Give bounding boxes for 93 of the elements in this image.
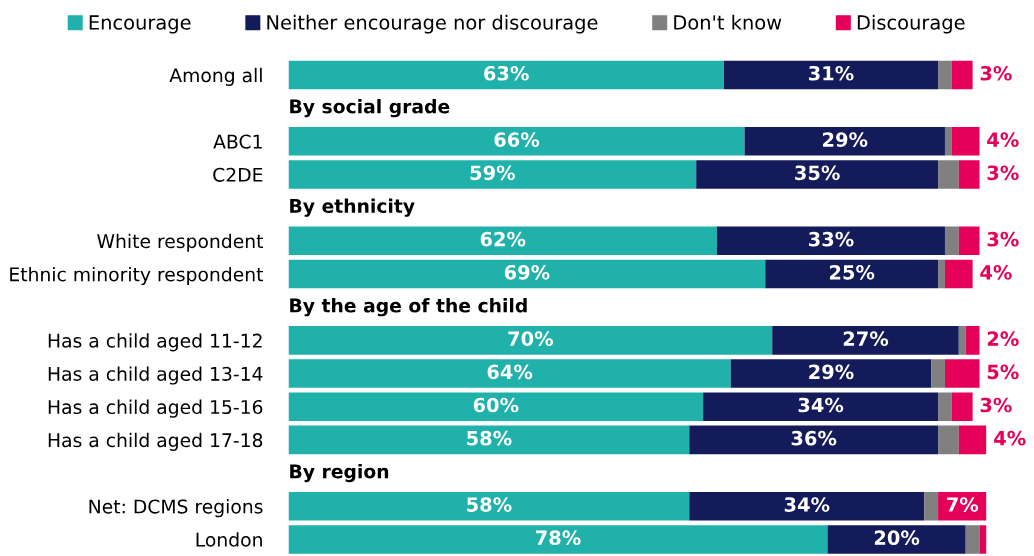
- data-label: 58%: [467, 430, 512, 446]
- bar: [288, 359, 731, 388]
- data-label: 66%: [494, 132, 540, 147]
- y-tick-label: Has a child aged 11-12: [48, 333, 262, 352]
- data-label: 3%: [987, 231, 1019, 247]
- bar: [689, 491, 925, 521]
- bar: [765, 259, 939, 289]
- bar: [965, 525, 980, 554]
- legend-label: Discourage: [857, 14, 965, 34]
- data-label: 36%: [791, 430, 837, 446]
- y-tick-label: London: [196, 532, 262, 547]
- y-tick-label: By ethnicity: [290, 198, 415, 217]
- bar: [944, 259, 973, 289]
- bar: [288, 259, 766, 289]
- bar: [931, 359, 945, 388]
- data-label: 3%: [980, 397, 1012, 413]
- data-label: 25%: [829, 264, 875, 280]
- bar: [951, 392, 973, 421]
- data-label: 69%: [504, 264, 550, 280]
- y-tick-label: C2DE: [213, 167, 263, 182]
- bar: [288, 226, 717, 256]
- bar: [716, 226, 945, 256]
- data-label: 7%: [947, 497, 979, 512]
- data-label: 62%: [480, 231, 526, 247]
- data-label: 33%: [808, 231, 854, 247]
- bar: [730, 359, 932, 388]
- data-label: 34%: [784, 497, 830, 512]
- bar: [938, 392, 952, 421]
- bar: [938, 160, 959, 189]
- data-label: 5%: [987, 364, 1019, 380]
- data-label: 27%: [843, 331, 889, 347]
- bar: [965, 326, 980, 355]
- y-tick-label: Has a child aged 13-14: [48, 366, 263, 385]
- bar: [288, 326, 773, 355]
- bar: [696, 160, 939, 189]
- bar: [944, 359, 980, 388]
- data-label: 60%: [473, 397, 519, 413]
- data-label: 34%: [798, 397, 844, 413]
- bar: [288, 60, 724, 90]
- y-tick-label: By social grade: [290, 99, 450, 118]
- bar: [744, 127, 945, 156]
- data-label: 35%: [795, 165, 840, 181]
- y-tick-label: Among all: [169, 67, 262, 86]
- bar: [772, 326, 959, 355]
- data-label: 59%: [470, 165, 515, 181]
- bar: [827, 525, 966, 554]
- data-label: 4%: [994, 430, 1026, 446]
- bar: [288, 491, 690, 521]
- legend-label: Neither encourage nor discourage: [267, 14, 598, 34]
- data-label: 31%: [808, 65, 854, 81]
- bar: [938, 60, 952, 90]
- bar: [288, 525, 828, 554]
- y-tick-label: Net: DCMS regions: [89, 499, 263, 518]
- bar: [288, 160, 697, 189]
- bar: [938, 425, 959, 455]
- legend-label: Encourage: [89, 15, 191, 34]
- y-tick-label: Ethnic minority respondent: [10, 266, 264, 286]
- bar: [689, 425, 939, 455]
- data-label: 3%: [980, 65, 1012, 81]
- bar: [958, 425, 987, 455]
- bar: [288, 392, 704, 421]
- data-label: 4%: [980, 264, 1012, 280]
- data-label: 3%: [987, 165, 1019, 181]
- bar: [951, 60, 973, 90]
- bar: [944, 127, 952, 156]
- bar: [288, 127, 745, 156]
- data-label: 20%: [874, 530, 920, 546]
- y-tick-label: Has a child aged 17-18: [48, 432, 263, 451]
- y-tick-label: Has a child aged 15-16: [48, 399, 263, 418]
- data-label: 2%: [987, 331, 1019, 347]
- bar: [723, 60, 939, 90]
- y-tick-label: By region: [290, 463, 389, 483]
- bar: [958, 160, 980, 189]
- data-label: 4%: [987, 132, 1019, 147]
- data-label: 64%: [487, 364, 533, 380]
- bar: [288, 425, 690, 455]
- bar: [703, 392, 939, 421]
- bar: [951, 127, 980, 156]
- bar: [938, 259, 945, 289]
- y-tick-label: White respondent: [97, 233, 264, 252]
- legend-label: Don't know: [674, 14, 782, 30]
- bar: [924, 491, 939, 521]
- data-label: 58%: [467, 497, 512, 512]
- data-label: 70%: [508, 331, 553, 347]
- data-label: 29%: [823, 132, 868, 147]
- bar: [944, 226, 959, 256]
- bar: [958, 326, 966, 355]
- bar: [958, 226, 980, 256]
- y-tick-label: ABC1: [213, 134, 262, 149]
- data-label: 78%: [536, 530, 581, 546]
- y-tick-label: By the age of the child: [290, 298, 527, 317]
- data-label: 29%: [809, 364, 854, 380]
- data-label: 63%: [484, 65, 529, 81]
